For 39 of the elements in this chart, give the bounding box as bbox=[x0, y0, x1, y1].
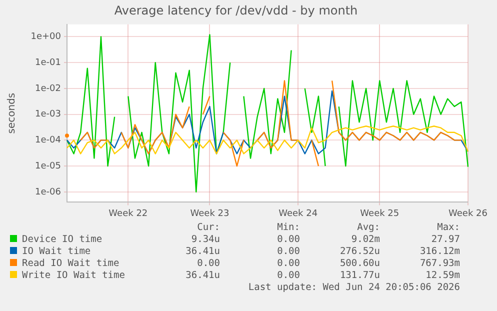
legend-label: IO Wait time bbox=[21, 246, 92, 258]
text: 27.97 bbox=[430, 234, 460, 246]
y-tick-label: 1e-04 bbox=[35, 136, 62, 146]
text: 767.93m bbox=[418, 258, 460, 270]
text: 36.41u bbox=[184, 270, 220, 282]
text: Last update: Wed Jun 24 20:05:06 2026 bbox=[247, 282, 460, 294]
text: 9.02m bbox=[350, 234, 380, 246]
legend-label: Write IO Wait time bbox=[21, 270, 126, 282]
text: 0.00 bbox=[196, 258, 220, 270]
text: 0.00 bbox=[276, 270, 300, 282]
x-tick-label: Week 24 bbox=[278, 208, 318, 219]
text: Min: bbox=[276, 222, 300, 234]
text: 0.00 bbox=[276, 234, 300, 246]
text: 500.60u bbox=[338, 258, 380, 270]
x-tick-label: Week 23 bbox=[190, 208, 230, 219]
y-tick-label: 1e+00 bbox=[30, 32, 62, 42]
y-tick-label: 1e-02 bbox=[35, 84, 61, 94]
y-tick-label: 1e-05 bbox=[35, 161, 61, 172]
legend-label: Device IO time bbox=[21, 234, 104, 246]
text: 36.41u bbox=[184, 246, 220, 258]
text: Max: bbox=[436, 222, 460, 234]
y-axis-title: seconds bbox=[6, 92, 18, 134]
legend-label: Read IO Wait time bbox=[21, 258, 120, 270]
y-tick-label: 1e-06 bbox=[35, 187, 62, 198]
text: 276.52u bbox=[338, 246, 380, 258]
text: 9.34u bbox=[190, 234, 220, 246]
text: 131.77u bbox=[339, 270, 380, 282]
text: Cur: bbox=[196, 222, 220, 234]
chart-title: Average latency for /dev/vdd - by month bbox=[114, 3, 358, 18]
text: Avg: bbox=[356, 222, 380, 234]
y-tick-label: 1e-01 bbox=[35, 58, 61, 68]
text: 0.00 bbox=[276, 246, 300, 258]
text: 0.00 bbox=[276, 258, 300, 270]
x-tick-label: Week 22 bbox=[108, 208, 148, 219]
x-tick-label: Week 25 bbox=[360, 208, 400, 219]
text: 12.59m bbox=[424, 270, 460, 282]
x-tick-label: Week 26 bbox=[448, 208, 488, 219]
y-tick-label: 1e-03 bbox=[35, 110, 61, 120]
text: 316.12m bbox=[418, 246, 460, 258]
